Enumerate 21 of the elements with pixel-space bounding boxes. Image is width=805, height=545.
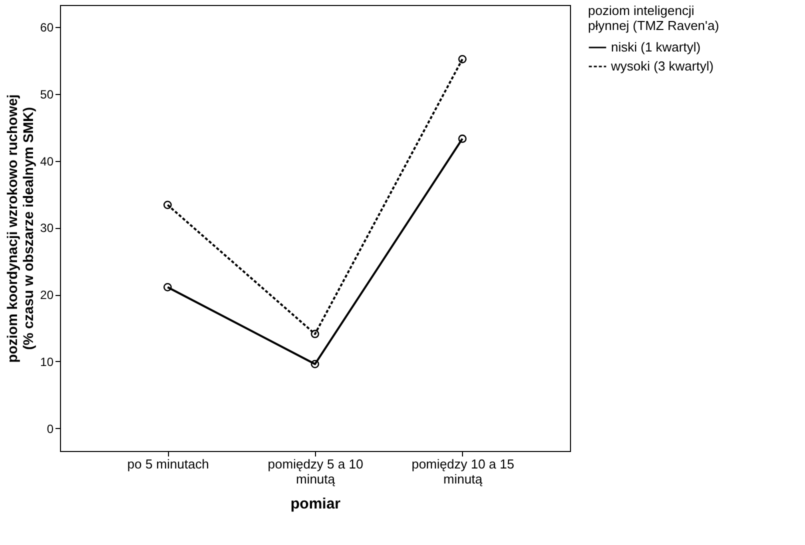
- x-tick-label: pomiędzy 5 a 10 minutą: [268, 456, 364, 486]
- point: [458, 54, 467, 64]
- y-tick-label: 0: [46, 422, 54, 436]
- point: [310, 330, 320, 338]
- point: [458, 134, 467, 143]
- legend-title: poziom inteligencji płynnej (TMZ Raven'a): [588, 3, 720, 33]
- x-axis-title: pomiar: [290, 496, 341, 512]
- y-tick-label: 30: [40, 221, 54, 236]
- y-tick-label: 20: [40, 288, 54, 302]
- legend-label: niski (1 kwartyl): [611, 40, 701, 54]
- y-axis-title: poziom koordynacji wzrokowo ruchowej (% czasu w obszarze idealnym SMK): [4, 94, 36, 363]
- x-tick-label: pomiędzy 10 a 15 minutą: [412, 456, 514, 486]
- y-tick-label: 10: [40, 354, 54, 369]
- y-tick-label: 60: [40, 20, 54, 35]
- legend-label: wysoki (3 kwartyl): [610, 58, 714, 74]
- y-tick-label: 50: [40, 87, 54, 102]
- y-tick-label: 40: [40, 154, 54, 168]
- x-tick-label: po 5 minutach: [127, 456, 209, 472]
- point: [163, 283, 172, 292]
- point: [163, 200, 172, 210]
- point: [310, 360, 320, 368]
